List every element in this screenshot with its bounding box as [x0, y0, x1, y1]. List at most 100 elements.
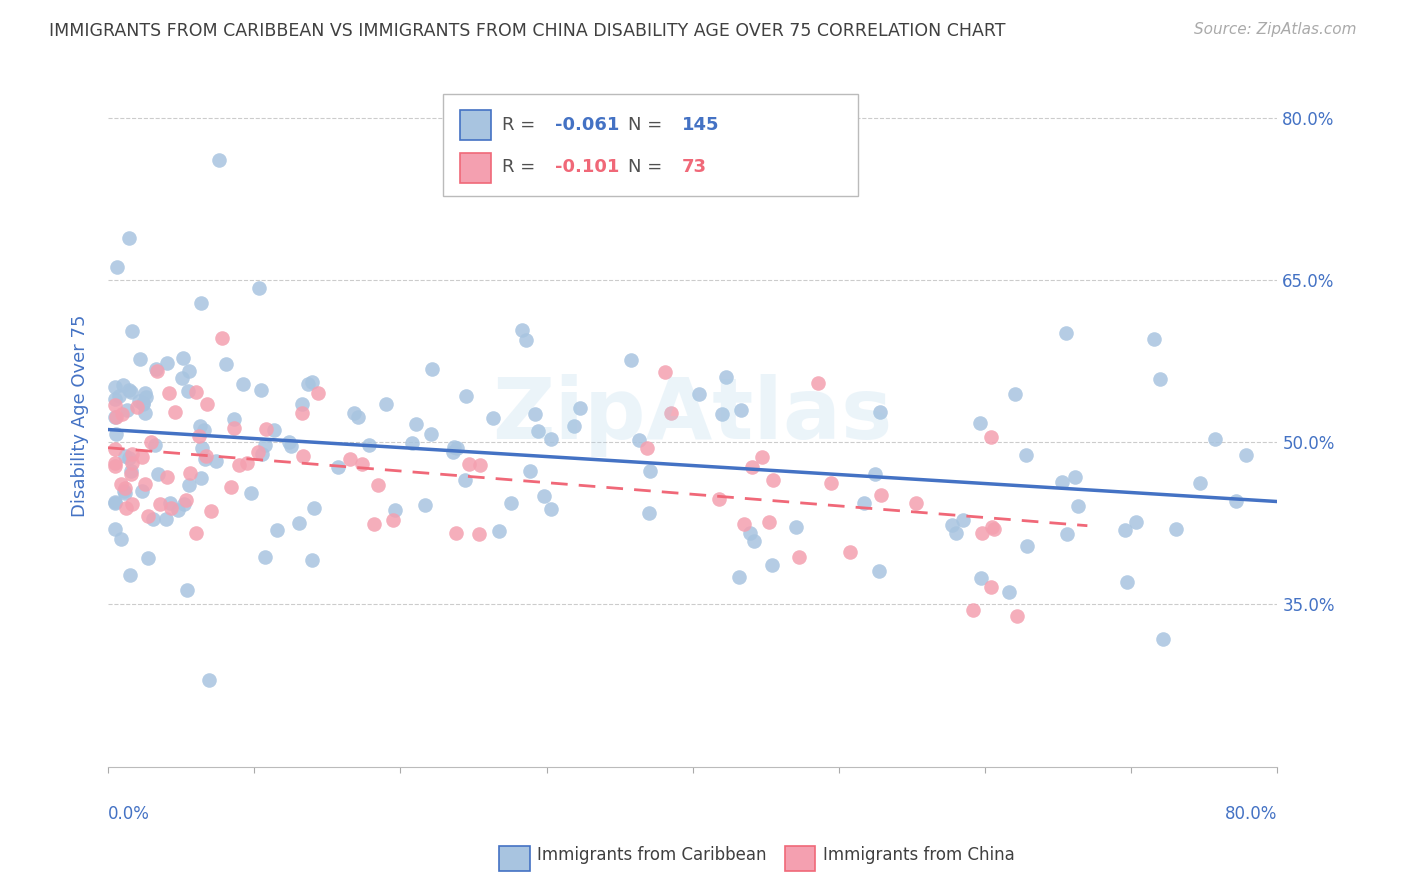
Point [107, 389, 129, 403]
Point [156, 469, 179, 483]
Point [277, 435, 299, 450]
Point [1056, 527, 1078, 541]
Point [638, 506, 661, 520]
Point [247, 281, 270, 295]
Point [120, 384, 142, 399]
Point [1067, 499, 1090, 513]
Point [443, 440, 465, 454]
Point [761, 558, 783, 572]
Point [1225, 494, 1247, 508]
Point [115, 501, 138, 516]
Point [204, 454, 226, 468]
Point [118, 383, 141, 397]
Point [384, 502, 406, 516]
Point [868, 565, 890, 579]
Text: 145: 145 [682, 116, 720, 134]
Point [636, 441, 658, 455]
Point [952, 513, 974, 527]
Point [188, 419, 211, 434]
Point [136, 550, 159, 565]
Point [193, 423, 215, 437]
Point [441, 444, 464, 458]
Point [761, 473, 783, 487]
Point [117, 450, 139, 465]
Point [1153, 632, 1175, 646]
Point [301, 553, 323, 567]
Point [945, 525, 967, 540]
Point [787, 550, 810, 565]
Point [347, 409, 370, 424]
Point [1004, 387, 1026, 401]
Point [1050, 475, 1073, 489]
Point [1204, 432, 1226, 446]
Point [301, 375, 323, 389]
Point [135, 390, 157, 404]
Point [112, 484, 135, 499]
Point [446, 441, 468, 455]
Point [291, 397, 314, 411]
Point [184, 525, 207, 540]
Text: R =: R = [502, 158, 541, 176]
Text: 0.0%: 0.0% [108, 805, 150, 823]
Point [177, 384, 200, 399]
Point [160, 500, 183, 515]
Point [526, 424, 548, 438]
Point [998, 585, 1021, 599]
Point [228, 458, 250, 473]
Point [104, 496, 127, 510]
Point [869, 405, 891, 419]
Point [970, 571, 993, 585]
Point [839, 544, 862, 558]
Point [328, 460, 350, 475]
Point [980, 430, 1002, 444]
Point [853, 496, 876, 510]
Point [1189, 475, 1212, 490]
Point [1005, 609, 1028, 624]
Point [121, 447, 143, 461]
Point [654, 365, 676, 379]
Point [709, 491, 731, 506]
Point [184, 384, 207, 399]
Point [104, 380, 127, 394]
Point [568, 401, 591, 416]
Point [120, 568, 142, 582]
Point [190, 471, 212, 485]
Point [980, 581, 1002, 595]
Point [499, 496, 522, 510]
Point [170, 371, 193, 385]
Point [454, 473, 477, 487]
Point [1114, 523, 1136, 537]
Point [179, 466, 201, 480]
Point [1064, 470, 1087, 484]
Point [104, 458, 127, 473]
Text: ZipAtlas: ZipAtlas [492, 374, 893, 457]
Point [208, 153, 231, 167]
Point [733, 517, 755, 532]
Point [741, 459, 763, 474]
Point [177, 477, 200, 491]
Point [249, 383, 271, 397]
Point [969, 416, 991, 430]
Point [128, 393, 150, 408]
Point [291, 405, 314, 419]
Point [363, 516, 385, 531]
Point [132, 397, 155, 411]
Point [405, 417, 427, 431]
Text: 80.0%: 80.0% [1225, 805, 1278, 823]
Point [136, 509, 159, 524]
Point [343, 406, 366, 420]
Point [374, 397, 396, 411]
Point [104, 495, 127, 509]
Point [194, 451, 217, 466]
Point [107, 260, 129, 275]
Point [382, 513, 405, 527]
Point [905, 496, 928, 510]
Point [288, 516, 311, 530]
Point [738, 526, 761, 541]
Point [627, 433, 650, 447]
Point [143, 438, 166, 452]
Point [159, 495, 181, 509]
Point [139, 435, 162, 450]
Point [254, 549, 277, 564]
Point [467, 526, 489, 541]
